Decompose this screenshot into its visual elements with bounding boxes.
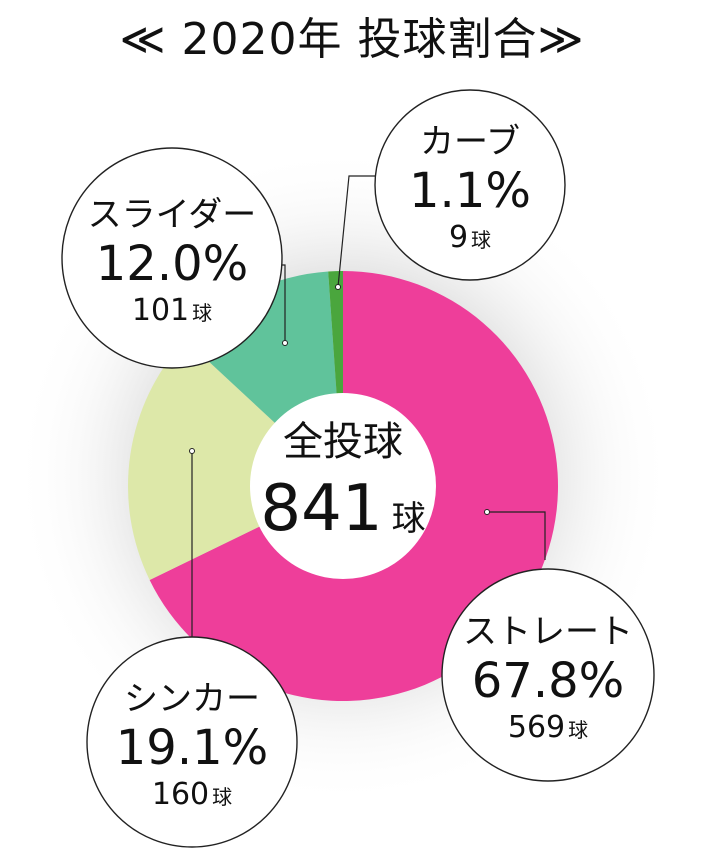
slice-name-2: スライダー — [88, 195, 257, 235]
leader-dot-3 — [335, 284, 341, 290]
leader-dot-2 — [282, 340, 288, 346]
center-total-value: 841 — [260, 472, 382, 546]
slice-count-0: 569 球 — [508, 710, 588, 745]
slice-percent-2: 12.0% — [96, 236, 248, 292]
slice-1 — [128, 339, 343, 580]
slice-name-3: カーブ — [420, 122, 520, 162]
bubble-3 — [374, 89, 566, 281]
slice-name-0: ストレート — [463, 612, 633, 652]
center-label: 全投球 — [283, 419, 403, 465]
bubble-2 — [61, 147, 283, 369]
slice-percent-0: 67.8% — [472, 653, 624, 709]
leader-line-3 — [337, 175, 376, 288]
leader-dot-0 — [484, 509, 490, 515]
slice-percent-1: 19.1% — [116, 720, 268, 776]
center-total-unit: 球 — [392, 499, 426, 539]
donut-hole — [250, 393, 436, 579]
leader-line-0 — [487, 511, 546, 560]
bubble-1 — [86, 636, 298, 848]
slice-percent-3: 1.1% — [409, 163, 531, 219]
bubble-0 — [441, 568, 655, 782]
leader-dot-1 — [189, 448, 195, 454]
chart-title: ≪ 2020年 投球割合≫ — [119, 14, 585, 65]
center-total: 841 球 — [260, 472, 425, 546]
slice-count-2: 101 球 — [132, 293, 212, 328]
slice-name-1: シンカー — [124, 679, 260, 719]
slice-count-1: 160 球 — [152, 777, 232, 812]
